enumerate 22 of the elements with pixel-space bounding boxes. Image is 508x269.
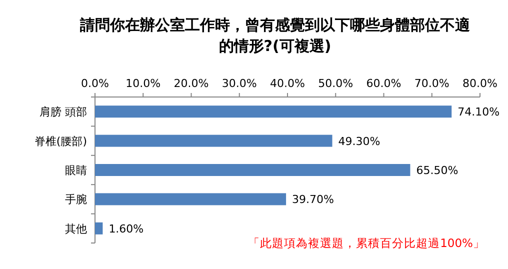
category: 其他 xyxy=(65,222,87,236)
data-label: 49.30% xyxy=(338,134,380,148)
category: 脊椎(腰部) xyxy=(34,134,87,148)
data-label: 65.50% xyxy=(416,164,458,177)
xtick: 10.0% xyxy=(126,77,161,90)
category: 眼睛 xyxy=(65,164,87,177)
title: 的情形?(可複選) xyxy=(218,37,332,55)
xtick: 50.0% xyxy=(318,77,354,90)
xtick: 0.0% xyxy=(81,77,109,90)
xtick: 80.0% xyxy=(462,77,498,90)
category: 手腕 xyxy=(65,193,87,206)
data-label: 1.60% xyxy=(108,222,144,236)
xtick: 20.0% xyxy=(174,77,209,90)
xtick: 70.0% xyxy=(414,77,450,90)
annotation: 「此題項為複選題，累積百分比超過100%」 xyxy=(248,236,485,250)
xtick: 60.0% xyxy=(366,77,402,90)
xtick: 30.0% xyxy=(222,77,257,90)
data-label: 74.10% xyxy=(458,106,500,119)
category: 肩膀 頭部 xyxy=(40,106,87,119)
title: 請問你在辦公室工作時，曾有感覺到以下哪些身體部位不適 xyxy=(80,16,470,34)
xtick: 40.0% xyxy=(270,77,305,90)
data-label: 39.70% xyxy=(292,193,334,206)
